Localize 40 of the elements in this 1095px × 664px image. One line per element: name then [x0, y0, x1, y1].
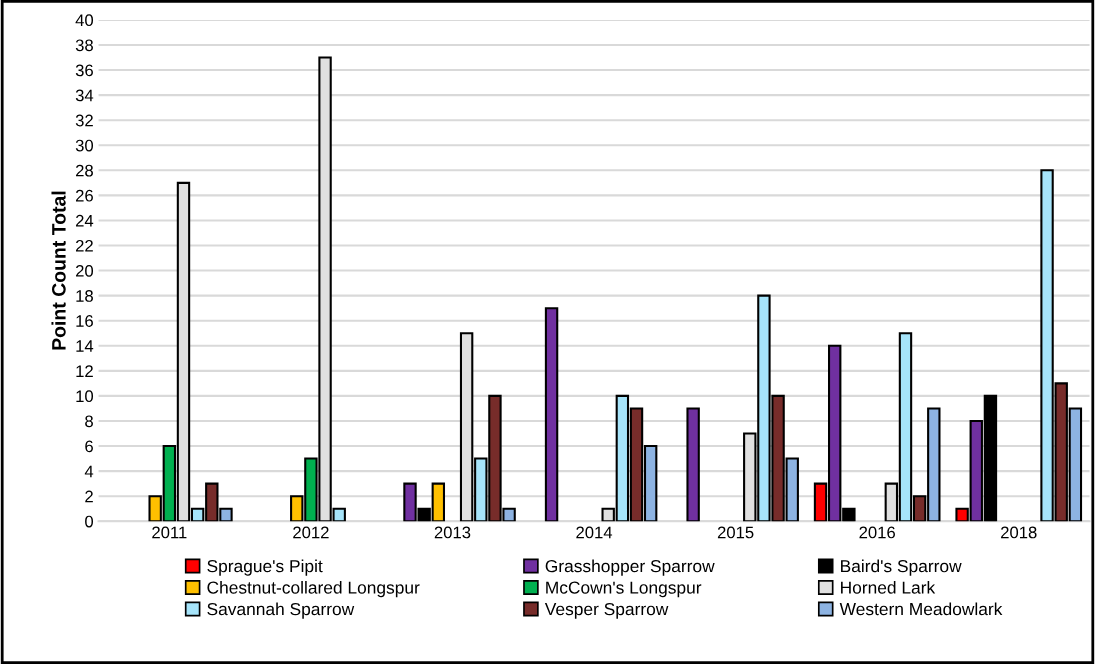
y-tick-label: 26 [75, 189, 93, 202]
x-tick-label: 2011 [152, 526, 187, 539]
y-tick-label: 28 [75, 164, 93, 177]
y-tick-label: 24 [75, 214, 94, 227]
bar [686, 407, 700, 522]
y-tick-label: 10 [76, 390, 94, 403]
x-tick-label: 2015 [717, 526, 754, 539]
y-tick-label: 18 [76, 290, 93, 302]
legend-label: Horned Lark [841, 581, 936, 594]
y-tick-label: 40 [75, 14, 94, 27]
x-tick-label: 2018 [1001, 526, 1037, 539]
y-tick-label: 6 [85, 440, 93, 453]
x-tick-label: 2012 [293, 526, 329, 539]
y-tick-label: 38 [75, 39, 93, 52]
y-tick-label: 4 [84, 465, 94, 478]
y-tick-label: 22 [75, 239, 93, 252]
legend-label: Baird's Sparrow [841, 559, 962, 576]
legend-label: McCown's Longspur [546, 581, 702, 598]
x-tick-label: 2014 [576, 526, 613, 539]
legend-label: Savannah Sparrow [207, 602, 355, 619]
y-tick-label: 34 [75, 89, 94, 102]
y-tick-label: 30 [75, 139, 94, 152]
y-axis-title: Point Count Total [51, 191, 66, 350]
x-tick-label: 2016 [859, 526, 895, 539]
y-tick-label: 16 [76, 315, 93, 327]
y-tick-label: 36 [75, 64, 93, 77]
y-tick-label: 12 [76, 365, 93, 377]
y-tick-label: 32 [75, 114, 93, 127]
y-tick-label: 14 [76, 340, 94, 352]
legend-label: Chestnut-collared Longspur [207, 581, 420, 598]
y-tick-label: 8 [85, 415, 93, 428]
x-tick-label: 2013 [434, 526, 471, 539]
y-tick-label: 2 [85, 490, 93, 503]
y-tick-label: 20 [75, 264, 94, 277]
legend-label: Western Meadowlark [839, 602, 1003, 616]
y-tick-label: 0 [85, 515, 94, 528]
legend-label: Vesper Sparrow [544, 602, 669, 619]
legend-label: Grasshopper Sparrow [545, 559, 715, 576]
legend-label: Sprague's Pipit [207, 559, 323, 576]
bar [544, 307, 559, 522]
